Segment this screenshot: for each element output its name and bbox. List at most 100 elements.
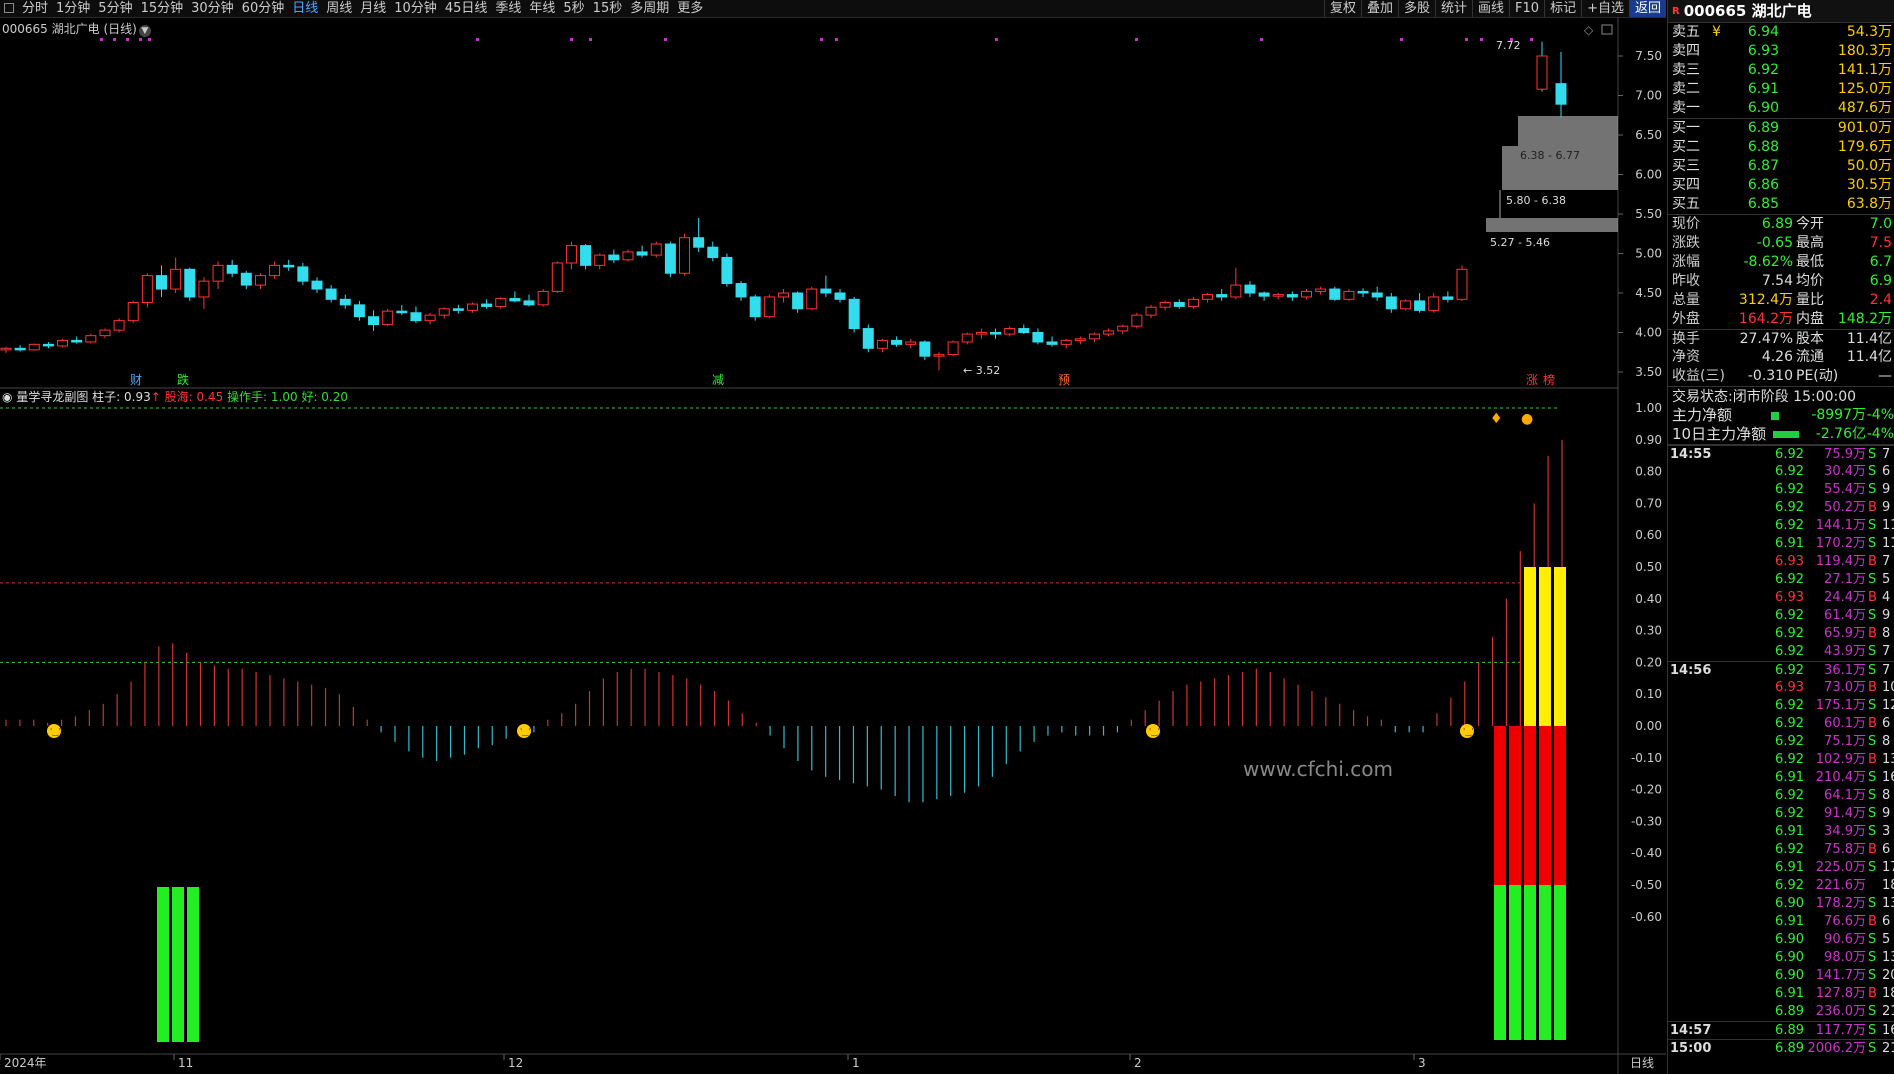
period-tab[interactable]: 5分钟 — [98, 1, 133, 16]
period-tab[interactable]: 10分钟 — [394, 1, 437, 16]
period-tab[interactable]: 分时 — [22, 1, 49, 16]
chart-canvas[interactable]: 7.50 7.00 6.50 6.00 5.50 5.00 4.50 4.00 3.50 1.00… — [0, 0, 1666, 1074]
ask-row[interactable]: 卖三 6.92 141.1万 — [1668, 61, 1894, 80]
candle-body — [707, 246, 719, 258]
tick-price: 6.92 — [1775, 447, 1804, 462]
tick-volume: 144.1万 — [1815, 518, 1866, 533]
period-tab[interactable]: 60分钟 — [241, 1, 285, 16]
period-toolbar: 分时 1分钟 5分钟 15分钟 30分钟 60分钟 日线 周线 月线 10分钟 45日线 季线 年线 5秒… — [0, 0, 1666, 18]
tool-button[interactable]: 画线 — [1472, 0, 1509, 17]
candle-body — [382, 310, 394, 326]
stat-label: 量比 — [1796, 292, 1824, 308]
ask-volume: 54.3万 — [1846, 24, 1892, 40]
period-tab[interactable]: 季线 — [495, 1, 522, 16]
tick-volume: 55.4万 — [1824, 482, 1866, 497]
candle-body — [1286, 294, 1298, 298]
tick-list[interactable]: 14:55 6.92 75.9万 S 7 6.92 30.4万 S 6 6.92 55.4万 S 9 6.… — [1668, 444, 1894, 1057]
bid-row[interactable]: 买一 6.89 901.0万 — [1668, 119, 1894, 138]
ask-row[interactable]: 卖一 6.90 487.6万 — [1668, 99, 1894, 118]
tick-row: 6.92 91.4万 S 9 — [1668, 805, 1894, 823]
tool-button[interactable]: 多股 — [1397, 0, 1435, 17]
tick-side: S — [1868, 608, 1877, 623]
bid-row[interactable]: 买三 6.87 50.0万 — [1668, 157, 1894, 176]
tick-count: 11 — [1882, 518, 1894, 533]
period-tab[interactable]: 日线 — [292, 1, 319, 16]
stat-value: 11.4亿 — [1846, 349, 1892, 365]
stat-value: 6.9 — [1869, 273, 1892, 289]
period-tab[interactable]: 15分钟 — [140, 1, 184, 16]
period-tab[interactable]: 多周期 — [630, 1, 670, 16]
indicator-name[interactable]: 量学寻龙副图 — [16, 390, 89, 404]
tick-volume: 64.1万 — [1824, 788, 1866, 803]
tick-side: S — [1868, 1023, 1877, 1038]
period-tab[interactable]: 周线 — [326, 1, 353, 16]
period-tab[interactable]: 月线 — [360, 1, 387, 16]
period-tab[interactable]: 年线 — [529, 1, 556, 16]
candle-body — [664, 243, 676, 274]
bid-row[interactable]: 买二 6.88 179.6万 — [1668, 138, 1894, 157]
ask-row[interactable]: 卖五 ¥6.94 54.3万 — [1668, 23, 1894, 42]
dropdown-arrow-icon[interactable]: ▼ — [138, 25, 151, 37]
ask-row[interactable]: 卖四 6.93 180.3万 — [1668, 42, 1894, 61]
candle-body — [862, 328, 874, 349]
stat-value: 7.5 — [1869, 235, 1892, 251]
ask-label: 卖五 — [1672, 24, 1700, 40]
tick-count: 12 — [1882, 698, 1894, 713]
tool-button[interactable]: 标记 — [1544, 0, 1581, 17]
tick-price: 6.92 — [1775, 698, 1804, 713]
tick-volume: 65.9万 — [1824, 626, 1866, 641]
stat-value: -0.65 — [1756, 235, 1793, 251]
tool-button[interactable]: 叠加 — [1360, 0, 1398, 17]
tick-price: 6.89 — [1775, 1004, 1804, 1019]
candle-body — [57, 339, 69, 347]
stat-value: 7.0 — [1869, 216, 1892, 232]
ask-price: 6.92 — [1747, 62, 1779, 78]
signal-dot — [1465, 38, 1468, 41]
menu-square-icon[interactable] — [4, 3, 14, 13]
period-tab[interactable]: 5秒 — [563, 1, 585, 16]
period-tab[interactable]: 更多 — [677, 1, 704, 16]
price-tick-label: 4.00 — [1635, 326, 1662, 340]
window-icon — [1601, 24, 1613, 35]
bid-row[interactable]: 买四 6.86 30.5万 — [1668, 176, 1894, 195]
period-tab[interactable]: 15秒 — [592, 1, 623, 16]
tick-price: 6.92 — [1775, 644, 1804, 659]
tick-volume: 50.2万 — [1824, 500, 1866, 515]
quote-stats: 现价 6.89 今开 7.0 涨跌 -0.65 最高 7.5 涨幅 -8.62% 最低 6.7 昨收 7.… — [1668, 214, 1894, 386]
indicator-collapse-icon[interactable]: ◉ — [2, 390, 13, 404]
tick-price: 6.92 — [1775, 663, 1804, 678]
ask-row[interactable]: 卖二 6.91 125.0万 — [1668, 80, 1894, 99]
stat-row: 总量 312.4万 量比 2.4 — [1668, 291, 1894, 310]
tick-price: 6.92 — [1775, 716, 1804, 731]
tick-count: 18 — [1882, 986, 1894, 1001]
tool-button[interactable]: F10 — [1509, 0, 1544, 17]
tool-button[interactable]: 返回 — [1628, 0, 1666, 17]
tick-row: 6.92 75.1万 S 8 — [1668, 733, 1894, 751]
stat-value: 27.47% — [1739, 331, 1793, 347]
candle-body — [113, 320, 125, 331]
period-tab[interactable]: 1分钟 — [56, 1, 91, 16]
candle-body — [961, 333, 973, 343]
date-label: 1 — [852, 1056, 860, 1070]
date-label: 12 — [508, 1056, 523, 1070]
tick-time: 15:00 — [1670, 1041, 1712, 1056]
main-flow-value: -8997万 — [1811, 407, 1866, 423]
tool-button[interactable]: 统计 — [1435, 0, 1472, 17]
tick-row: 6.91 170.2万S 11 — [1668, 535, 1894, 553]
main-flow-label: 主力净额 — [1672, 406, 1733, 424]
tool-button[interactable]: +自选 — [1581, 0, 1629, 17]
period-tab[interactable]: 45日线 — [444, 1, 488, 16]
tick-count: 17 — [1882, 860, 1894, 875]
tick-count: 13 — [1882, 752, 1894, 767]
stat-row: 换手 27.47% 股本 11.4亿 — [1668, 329, 1894, 348]
tick-price: 6.89 — [1775, 1023, 1804, 1038]
tick-price: 6.91 — [1775, 914, 1804, 929]
tool-button[interactable]: 复权 — [1323, 0, 1361, 17]
candle-body — [1216, 294, 1228, 298]
candle-body — [820, 288, 832, 294]
bid-label: 买一 — [1672, 120, 1700, 136]
candle-body — [1159, 301, 1171, 308]
tick-side: B — [1868, 626, 1877, 641]
bid-row[interactable]: 买五 6.85 63.8万 — [1668, 195, 1894, 214]
period-tab[interactable]: 30分钟 — [191, 1, 234, 16]
